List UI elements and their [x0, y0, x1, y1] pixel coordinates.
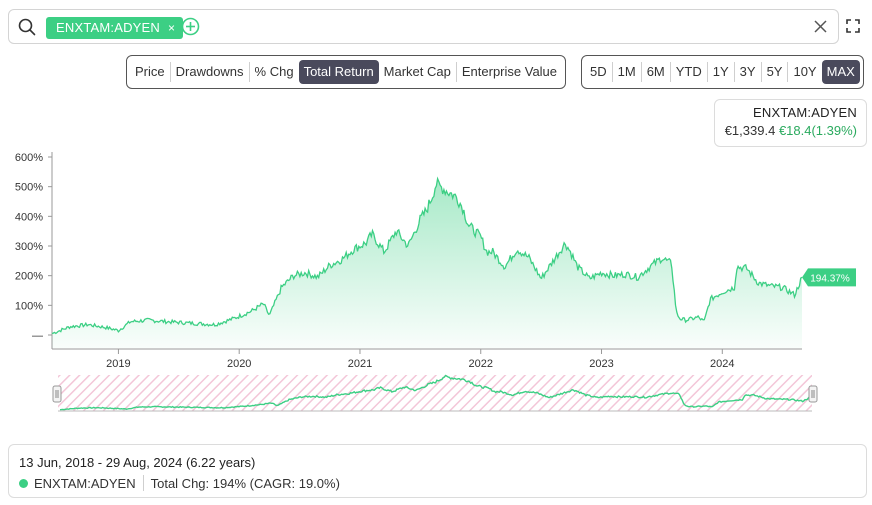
range-separator — [787, 62, 789, 82]
summary-series-row: ENXTAM:ADYEN Total Chg: 194% (CAGR: 19.0… — [19, 475, 856, 491]
y-tick-label: 400% — [15, 211, 43, 223]
fullscreen-icon[interactable] — [846, 19, 860, 33]
quote-price-line: €1,339.4 €18.4(1.39%) — [724, 123, 857, 138]
navigator-right-handle[interactable] — [808, 385, 818, 403]
range-separator — [669, 62, 671, 82]
total-return-chart[interactable]: 600% 500% 400% 300% 200% 100% — 2019 2020 2021 202… — [0, 148, 872, 372]
summary-panel: 13 Jun, 2018 - 29 Aug, 2024 (6.22 years)… — [8, 444, 867, 498]
add-ticker-icon[interactable] — [181, 17, 200, 36]
navigator-background — [58, 375, 812, 411]
metric-separator — [248, 62, 250, 82]
chip-remove-icon[interactable]: × — [168, 21, 176, 35]
y-tick-label: — — [32, 330, 43, 342]
search-icon — [18, 18, 36, 36]
y-tick-label: 600% — [15, 152, 43, 164]
metric-button[interactable]: Market Cap — [383, 64, 451, 79]
last-value-tag — [802, 268, 856, 287]
x-tick-label: 2020 — [227, 358, 251, 370]
legend-dot — [19, 478, 28, 488]
range-separator — [733, 62, 735, 82]
quote-card: ENXTAM:ADYEN €1,339.4 €18.4(1.39%) — [714, 99, 867, 147]
x-tick-label: 2024 — [710, 358, 734, 370]
y-tick-label: 100% — [15, 300, 43, 312]
range-selector: 5D 1M 6M YTD 1Y 3Y 5Y 10Y MAX — [581, 55, 864, 89]
range-separator — [760, 62, 762, 82]
range-button[interactable]: MAX — [821, 60, 860, 84]
range-button[interactable]: 3Y — [739, 64, 756, 79]
metric-separator — [169, 62, 171, 82]
summary-divider — [142, 475, 144, 491]
summary-ticker: ENXTAM:ADYEN — [34, 475, 136, 491]
y-tick-label: 500% — [15, 182, 43, 194]
summary-total-change: Total Chg: 194% (CAGR: 19.0%) — [150, 475, 340, 491]
range-button[interactable]: 6M — [646, 64, 665, 79]
x-tick-label: 2022 — [469, 358, 493, 370]
range-button[interactable]: YTD — [675, 64, 702, 79]
ticker-chip-label: ENXTAM:ADYEN — [56, 20, 161, 35]
last-value-text: 194.37% — [810, 273, 850, 284]
y-tick-label: 300% — [15, 241, 43, 253]
range-button[interactable]: 1M — [617, 64, 636, 79]
metric-button[interactable]: Total Return — [298, 60, 379, 84]
range-button[interactable]: 5Y — [766, 64, 783, 79]
x-tick-label: 2019 — [106, 358, 130, 370]
metric-button[interactable]: Drawdowns — [175, 64, 244, 79]
series-line — [51, 176, 803, 335]
metric-selector: Price Drawdowns % Chg Total Return Market Ca… — [126, 55, 567, 89]
metric-button[interactable]: % Chg — [254, 64, 294, 79]
quote-ticker: ENXTAM:ADYEN — [752, 105, 857, 120]
x-tick-label: 2023 — [589, 358, 613, 370]
quote-change: €18.4(1.39%) — [778, 123, 857, 138]
metric-button[interactable]: Enterprise Value — [461, 64, 558, 79]
clear-search-icon[interactable] — [813, 19, 828, 34]
last-value-label: 194.37% — [802, 268, 856, 287]
x-tick-label: 2021 — [348, 358, 372, 370]
metric-separator — [455, 62, 457, 82]
ticker-chip[interactable]: ENXTAM:ADYEN × — [46, 17, 184, 39]
range-separator — [611, 62, 613, 82]
navigator-left-handle[interactable] — [52, 385, 62, 403]
navigator-series-line — [59, 374, 811, 411]
range-navigator[interactable] — [52, 372, 818, 414]
range-button[interactable]: 5D — [590, 64, 607, 79]
search-bar[interactable]: ENXTAM:ADYEN × — [8, 9, 839, 44]
range-button[interactable]: 10Y — [793, 64, 817, 79]
range-button[interactable]: 1Y — [712, 64, 729, 79]
range-separator — [706, 62, 708, 82]
metric-button[interactable]: Price — [135, 64, 165, 79]
series-area — [52, 178, 802, 348]
quote-price: €1,339.4 — [724, 123, 776, 138]
range-separator — [640, 62, 642, 82]
y-tick-label: 200% — [15, 271, 43, 283]
summary-date-range: 13 Jun, 2018 - 29 Aug, 2024 (6.22 years) — [19, 455, 256, 470]
